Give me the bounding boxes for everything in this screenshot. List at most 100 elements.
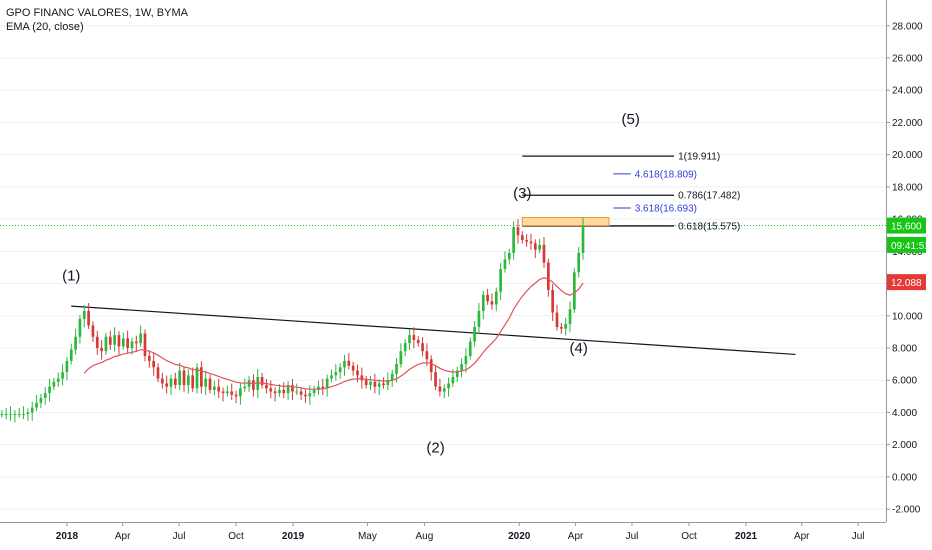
ema-line (83, 277, 584, 390)
candle-body (360, 375, 364, 381)
candle-body (121, 338, 125, 347)
candle-body (386, 380, 390, 386)
candle-body (100, 348, 103, 352)
symbol-title[interactable]: GPO FINANC VALORES, 1W, BYMA (6, 7, 188, 19)
candle-body (200, 367, 203, 387)
candle-body (581, 225, 585, 253)
candle-body (69, 349, 73, 361)
x-tick-label: 2021 (735, 531, 758, 542)
candle-body (529, 241, 533, 244)
x-tick-label: May (358, 531, 377, 542)
x-tick-label: 2019 (282, 531, 305, 542)
candle-body (187, 375, 190, 386)
trendline (71, 305, 796, 356)
candle-body (282, 389, 286, 394)
candle-body (78, 319, 82, 337)
candle-body (568, 309, 572, 324)
candle-body (243, 386, 247, 389)
candle-body (451, 377, 455, 384)
wave-label: (5) (622, 111, 640, 128)
candle-body (425, 351, 429, 360)
fibonacci-levels[interactable]: 1(19.911) 4.618(18.809) 0.786(17.482)3.618… (522, 152, 740, 233)
candle-body (321, 386, 325, 389)
candle-body (512, 227, 515, 253)
y-tick-label: 20.000 (892, 150, 923, 161)
candle-body (82, 310, 86, 319)
candle-body (395, 364, 398, 374)
candle-body (533, 243, 537, 250)
x-tick-label: Jul (173, 531, 186, 542)
candle-body (260, 377, 264, 386)
candle-body (143, 333, 147, 357)
candle-body (152, 360, 156, 368)
candle-body (239, 388, 242, 397)
candle-body (473, 327, 476, 342)
grid (0, 25, 886, 510)
candle-body (373, 381, 377, 387)
x-tick-label: Aug (416, 531, 434, 542)
price-badges: 15.600 09:41:51 12.088 (887, 217, 930, 291)
x-tick-label: Jul (852, 531, 865, 542)
candle-body (499, 269, 502, 292)
candle-body (52, 381, 56, 387)
candle-body (299, 391, 303, 395)
y-tick-label: 26.000 (892, 54, 923, 65)
candle-body (464, 356, 468, 365)
candles (0, 217, 585, 423)
y-tick-label: 18.000 (892, 182, 923, 193)
candle-body (221, 391, 225, 394)
y-tick-label: 4.000 (892, 408, 917, 419)
y-tick-label: 10.000 (892, 311, 923, 322)
x-tick-label: Oct (681, 531, 697, 542)
fib-level-label: 0.786(17.482) (678, 191, 740, 202)
candle-body (278, 389, 281, 394)
x-tick-label: Jul (626, 531, 639, 542)
candle-body (139, 333, 142, 344)
x-tick-label: 2018 (56, 531, 79, 542)
x-tick-label: Apr (115, 531, 131, 542)
y-tick-label: 2.000 (892, 440, 917, 451)
candle-body (39, 397, 43, 403)
wave-label: (3) (513, 185, 531, 202)
candle-body (507, 252, 511, 260)
candle-body (295, 391, 299, 393)
candle-body (208, 378, 212, 390)
candle-body (334, 372, 338, 376)
axes: 28.00026.00024.00022.00020.00018.00016.0… (0, 0, 923, 542)
trendline[interactable] (71, 305, 796, 356)
y-tick-label: 6.000 (892, 376, 917, 387)
candle-body (494, 291, 498, 305)
candle-body (338, 367, 342, 373)
candle-body (160, 378, 164, 384)
y-tick-label: 24.000 (892, 86, 923, 97)
candle-body (43, 393, 47, 398)
candle-body (91, 325, 95, 337)
indicator-label[interactable]: EMA (20, close) (6, 21, 84, 33)
y-tick-label: 8.000 (892, 344, 917, 355)
x-tick-label: 2020 (508, 531, 531, 542)
candle-body (226, 391, 229, 394)
candle-body (117, 335, 121, 347)
fib-level-label: 1(19.911) (678, 152, 720, 163)
candle-body (169, 378, 173, 387)
candle-body (555, 312, 559, 328)
candle-body (269, 388, 273, 392)
candle-body (126, 338, 129, 348)
price-badge (887, 217, 926, 234)
candle-body (559, 327, 563, 329)
candle-body (30, 407, 34, 413)
candle-body (61, 372, 64, 379)
candle-body (343, 360, 346, 368)
x-tick-label: Apr (794, 531, 810, 542)
wave-label: (1) (62, 267, 80, 284)
candle-body (408, 335, 411, 344)
candle-body (178, 370, 182, 386)
fib-level-label: 3.618(16.693) (635, 203, 697, 214)
target-zone[interactable] (521, 217, 610, 227)
candle-body (477, 310, 481, 328)
candle-body (204, 378, 208, 387)
candle-body (213, 386, 216, 390)
candle-body (273, 391, 277, 394)
candle-body (377, 383, 381, 387)
